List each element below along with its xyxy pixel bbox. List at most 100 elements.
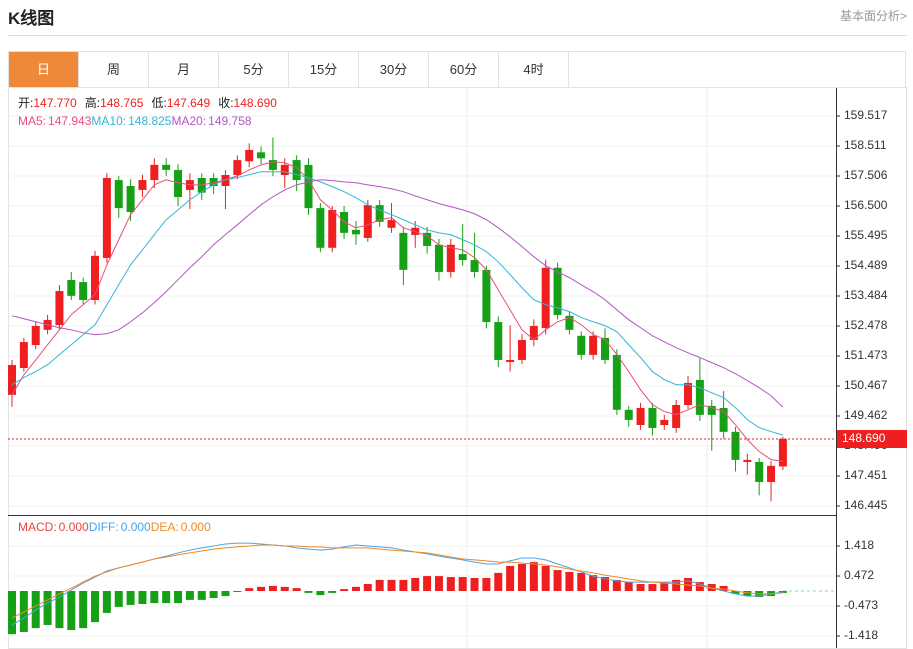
y-tick-label: 147.451 xyxy=(844,468,888,482)
period-tab[interactable]: 15分 xyxy=(289,52,359,87)
ma-line xyxy=(11,161,783,462)
macd-bar xyxy=(553,570,562,592)
page-title: K线图 xyxy=(8,9,55,28)
macd-bar xyxy=(387,579,396,592)
y-tick-label: 158.511 xyxy=(844,138,887,152)
macd-bar xyxy=(328,591,337,593)
legend-value: 0.000 xyxy=(121,520,151,534)
candle-body xyxy=(482,269,491,323)
ohlc-info: 开:147.770 高:148.765 低:147.649 收:148.690 xyxy=(18,95,277,110)
macd-bar xyxy=(458,577,467,592)
macd-bar xyxy=(589,575,598,592)
macd-bar xyxy=(529,562,538,592)
period-tab[interactable]: 月 xyxy=(149,52,219,87)
macd-bar xyxy=(114,591,123,607)
candle-body xyxy=(719,407,728,432)
macd-bar xyxy=(233,591,242,593)
last-price-box xyxy=(837,430,907,449)
candle-body xyxy=(292,160,301,181)
candle-body xyxy=(446,244,455,272)
candle-body xyxy=(114,180,123,209)
period-tab[interactable]: 周 xyxy=(79,52,149,87)
candle-body xyxy=(55,291,64,326)
separator xyxy=(8,35,907,36)
macd-bar xyxy=(67,591,76,631)
last-price-label: 148.690 xyxy=(842,431,886,445)
macd-bar xyxy=(102,591,111,613)
macd-bar xyxy=(280,586,289,592)
period-tab[interactable]: 日 xyxy=(9,52,79,87)
y-tick-label: 149.462 xyxy=(844,408,888,422)
candle-body xyxy=(245,149,254,162)
ma-line xyxy=(11,179,784,408)
candle-body xyxy=(458,254,467,261)
candle-body xyxy=(506,359,515,363)
macd-bar xyxy=(79,591,88,629)
macd-bar xyxy=(316,591,325,596)
period-tab[interactable]: 4时 xyxy=(499,52,569,87)
candle-body xyxy=(209,177,218,187)
macd-bar xyxy=(660,582,669,592)
y-tick-label: 0.472 xyxy=(844,568,874,582)
macd-bar xyxy=(304,591,313,593)
candle-body xyxy=(541,267,550,329)
ma-line xyxy=(11,544,783,619)
macd-bar xyxy=(577,572,586,592)
macd-bar xyxy=(138,591,147,605)
period-tab[interactable]: 5分 xyxy=(219,52,289,87)
y-tick-label: 155.495 xyxy=(844,228,888,242)
macd-bar xyxy=(517,564,526,592)
candle-body xyxy=(684,382,693,406)
macd-bar xyxy=(624,582,633,592)
macd-bar xyxy=(174,591,183,604)
y-tick-label: 154.489 xyxy=(844,258,888,272)
candle-body xyxy=(268,160,277,170)
fundamental-link[interactable]: 基本面分析> xyxy=(839,9,907,23)
legend-name: DIFF: xyxy=(89,520,119,534)
y-tick-label: 156.500 xyxy=(844,198,888,212)
macd-bar xyxy=(434,576,443,592)
macd-bar xyxy=(565,571,574,592)
macd-bar xyxy=(221,591,230,597)
period-tab[interactable]: 60分 xyxy=(429,52,499,87)
macd-bar xyxy=(719,585,728,592)
candle-body xyxy=(328,209,337,248)
candle-body xyxy=(636,407,645,425)
candle-body xyxy=(601,337,609,360)
candle-body xyxy=(387,220,396,228)
macd-bar xyxy=(209,591,218,598)
macd-bar xyxy=(470,577,479,592)
legend-value: 147.943 xyxy=(48,114,92,128)
ohlc-value: 148.690 xyxy=(234,96,278,110)
macd-bar xyxy=(197,591,206,600)
y-tick-label: 159.517 xyxy=(844,108,888,122)
macd-bar xyxy=(423,576,432,592)
candle-body xyxy=(755,461,764,482)
macd-bar xyxy=(55,591,64,629)
legend-value: 149.758 xyxy=(208,114,252,128)
candle-body xyxy=(233,160,242,175)
macd-bar xyxy=(612,579,621,592)
period-tab[interactable]: 30分 xyxy=(359,52,429,87)
macd-bar xyxy=(268,585,277,592)
macd-bar xyxy=(506,565,515,592)
macd-bar xyxy=(43,591,52,625)
candle-body xyxy=(707,405,716,415)
macd-bar xyxy=(162,591,171,604)
candle-body xyxy=(767,465,776,482)
candle-body xyxy=(470,260,479,272)
candle-body xyxy=(624,409,633,420)
ohlc-value: 147.649 xyxy=(167,96,211,110)
legend-name: MACD: xyxy=(18,520,57,534)
candle-body xyxy=(375,205,384,222)
candle-body xyxy=(672,405,681,428)
candle-body xyxy=(8,365,16,395)
macd-bar xyxy=(8,591,16,635)
ma-line xyxy=(11,171,784,436)
macd-bar xyxy=(185,591,194,600)
y-tick-label: -1.418 xyxy=(844,628,878,642)
candle-body xyxy=(19,342,28,369)
macd-bar xyxy=(778,591,787,593)
macd-bar xyxy=(363,584,372,592)
candle-body xyxy=(553,267,562,315)
